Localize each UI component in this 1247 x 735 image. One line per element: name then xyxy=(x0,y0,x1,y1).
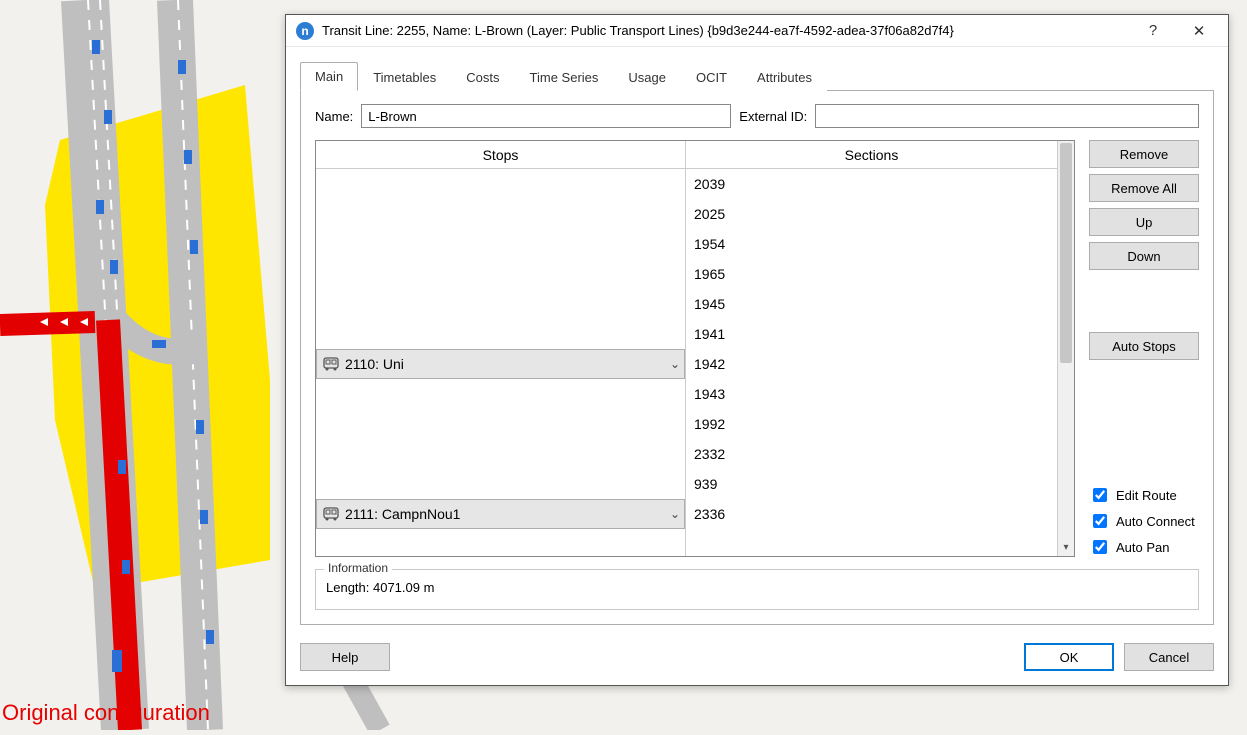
stops-column: Stops 2110: Uni ⌄ 2111: CampnNou1 ⌄ xyxy=(316,141,686,556)
external-id-input[interactable] xyxy=(815,104,1199,128)
auto-stops-button[interactable]: Auto Stops xyxy=(1089,332,1199,360)
button-gap xyxy=(1089,276,1199,326)
stops-header: Stops xyxy=(316,141,685,169)
grid-scrollbar[interactable]: ▾ xyxy=(1057,141,1074,556)
up-button[interactable]: Up xyxy=(1089,208,1199,236)
information-length: Length: 4071.09 m xyxy=(326,580,1188,595)
stop-empty-cell[interactable] xyxy=(316,169,685,199)
stop-empty-cell[interactable] xyxy=(316,199,685,229)
app-icon: n xyxy=(296,22,314,40)
tab-timetables[interactable]: Timetables xyxy=(358,63,451,91)
dialog-button-bar: Help OK Cancel xyxy=(286,635,1228,685)
section-cell[interactable]: 1945 xyxy=(686,289,1057,319)
side-button-column: Remove Remove All Up Down Auto Stops Edi… xyxy=(1089,140,1199,557)
stop-empty-cell[interactable] xyxy=(316,289,685,319)
transit-line-dialog: n Transit Line: 2255, Name: L-Brown (Lay… xyxy=(285,14,1229,686)
grid-area: Stops 2110: Uni ⌄ 2111: CampnNou1 ⌄ Section… xyxy=(315,140,1199,557)
tab-timeseries[interactable]: Time Series xyxy=(515,63,614,91)
sections-column: Sections 2039202519541965194519411942194… xyxy=(686,141,1057,556)
tab-attributes[interactable]: Attributes xyxy=(742,63,827,91)
sections-header: Sections xyxy=(686,141,1057,169)
tab-bar: Main Timetables Costs Time Series Usage … xyxy=(286,47,1228,90)
bottom-spacer xyxy=(400,643,1014,671)
section-cell[interactable]: 1941 xyxy=(686,319,1057,349)
scroll-thumb[interactable] xyxy=(1060,143,1072,363)
stop-empty-cell[interactable] xyxy=(316,229,685,259)
edit-route-check[interactable]: Edit Route xyxy=(1089,485,1199,505)
down-button[interactable]: Down xyxy=(1089,242,1199,270)
stop-cell[interactable]: 2110: Uni ⌄ xyxy=(316,349,685,379)
route-options: Edit Route Auto Connect Auto Pan xyxy=(1089,485,1199,557)
remove-all-button[interactable]: Remove All xyxy=(1089,174,1199,202)
auto-connect-check[interactable]: Auto Connect xyxy=(1089,511,1199,531)
ok-button[interactable]: OK xyxy=(1024,643,1114,671)
stop-label: 2111: CampnNou1 xyxy=(345,506,460,522)
auto-connect-checkbox[interactable] xyxy=(1093,514,1107,528)
auto-pan-label: Auto Pan xyxy=(1116,540,1170,555)
stop-empty-cell[interactable] xyxy=(316,409,685,439)
stop-empty-cell[interactable] xyxy=(316,319,685,349)
auto-pan-checkbox[interactable] xyxy=(1093,540,1107,554)
help-titlebar-button[interactable]: ? xyxy=(1130,17,1176,45)
help-button[interactable]: Help xyxy=(300,643,390,671)
stop-empty-cell[interactable] xyxy=(316,439,685,469)
bus-icon xyxy=(323,357,339,371)
edit-route-checkbox[interactable] xyxy=(1093,488,1107,502)
edit-route-label: Edit Route xyxy=(1116,488,1177,503)
tab-main[interactable]: Main xyxy=(300,62,358,91)
dialog-title: Transit Line: 2255, Name: L-Brown (Layer… xyxy=(322,23,1130,38)
name-label: Name: xyxy=(315,109,353,124)
chevron-down-icon[interactable]: ⌄ xyxy=(670,357,680,371)
section-cell[interactable]: 939 xyxy=(686,469,1057,499)
remove-button[interactable]: Remove xyxy=(1089,140,1199,168)
section-cell[interactable]: 1954 xyxy=(686,229,1057,259)
name-row: Name: External ID: xyxy=(315,104,1199,128)
section-cell[interactable]: 1965 xyxy=(686,259,1057,289)
section-cell[interactable]: 2039 xyxy=(686,169,1057,199)
name-input[interactable] xyxy=(361,104,731,128)
tab-divider xyxy=(827,90,1214,91)
information-box: Information Length: 4071.09 m xyxy=(315,569,1199,610)
stops-sections-grid: Stops 2110: Uni ⌄ 2111: CampnNou1 ⌄ Section… xyxy=(315,140,1075,557)
cancel-button[interactable]: Cancel xyxy=(1124,643,1214,671)
scroll-down-icon[interactable]: ▾ xyxy=(1058,539,1074,556)
section-cell[interactable]: 1992 xyxy=(686,409,1057,439)
figure-caption: Original configuration xyxy=(2,700,210,726)
stop-cell[interactable]: 2111: CampnNou1 ⌄ xyxy=(316,499,685,529)
sections-body[interactable]: 2039202519541965194519411942194319922332… xyxy=(686,169,1057,556)
stops-body[interactable]: 2110: Uni ⌄ 2111: CampnNou1 ⌄ xyxy=(316,169,685,556)
stop-label: 2110: Uni xyxy=(345,356,404,372)
bus-icon xyxy=(323,507,339,521)
tab-panel-main: Name: External ID: Stops 2110: Uni⌄2111:… xyxy=(300,90,1214,625)
auto-connect-label: Auto Connect xyxy=(1116,514,1195,529)
section-cell[interactable]: 1942 xyxy=(686,349,1057,379)
tab-usage[interactable]: Usage xyxy=(613,63,681,91)
auto-pan-check[interactable]: Auto Pan xyxy=(1089,537,1199,557)
tab-ocit[interactable]: OCIT xyxy=(681,63,742,91)
information-legend: Information xyxy=(324,561,392,575)
section-cell[interactable]: 2025 xyxy=(686,199,1057,229)
tab-costs[interactable]: Costs xyxy=(451,63,514,91)
stop-empty-cell[interactable] xyxy=(316,379,685,409)
external-id-label: External ID: xyxy=(739,109,807,124)
close-button[interactable]: ✕ xyxy=(1176,17,1222,45)
section-cell[interactable]: 2332 xyxy=(686,439,1057,469)
chevron-down-icon[interactable]: ⌄ xyxy=(670,507,680,521)
titlebar: n Transit Line: 2255, Name: L-Brown (Lay… xyxy=(286,15,1228,47)
stop-empty-cell[interactable] xyxy=(316,469,685,499)
section-cell[interactable]: 1943 xyxy=(686,379,1057,409)
stop-empty-cell[interactable] xyxy=(316,259,685,289)
section-cell[interactable]: 2336 xyxy=(686,499,1057,529)
side-spacer xyxy=(1089,366,1199,471)
